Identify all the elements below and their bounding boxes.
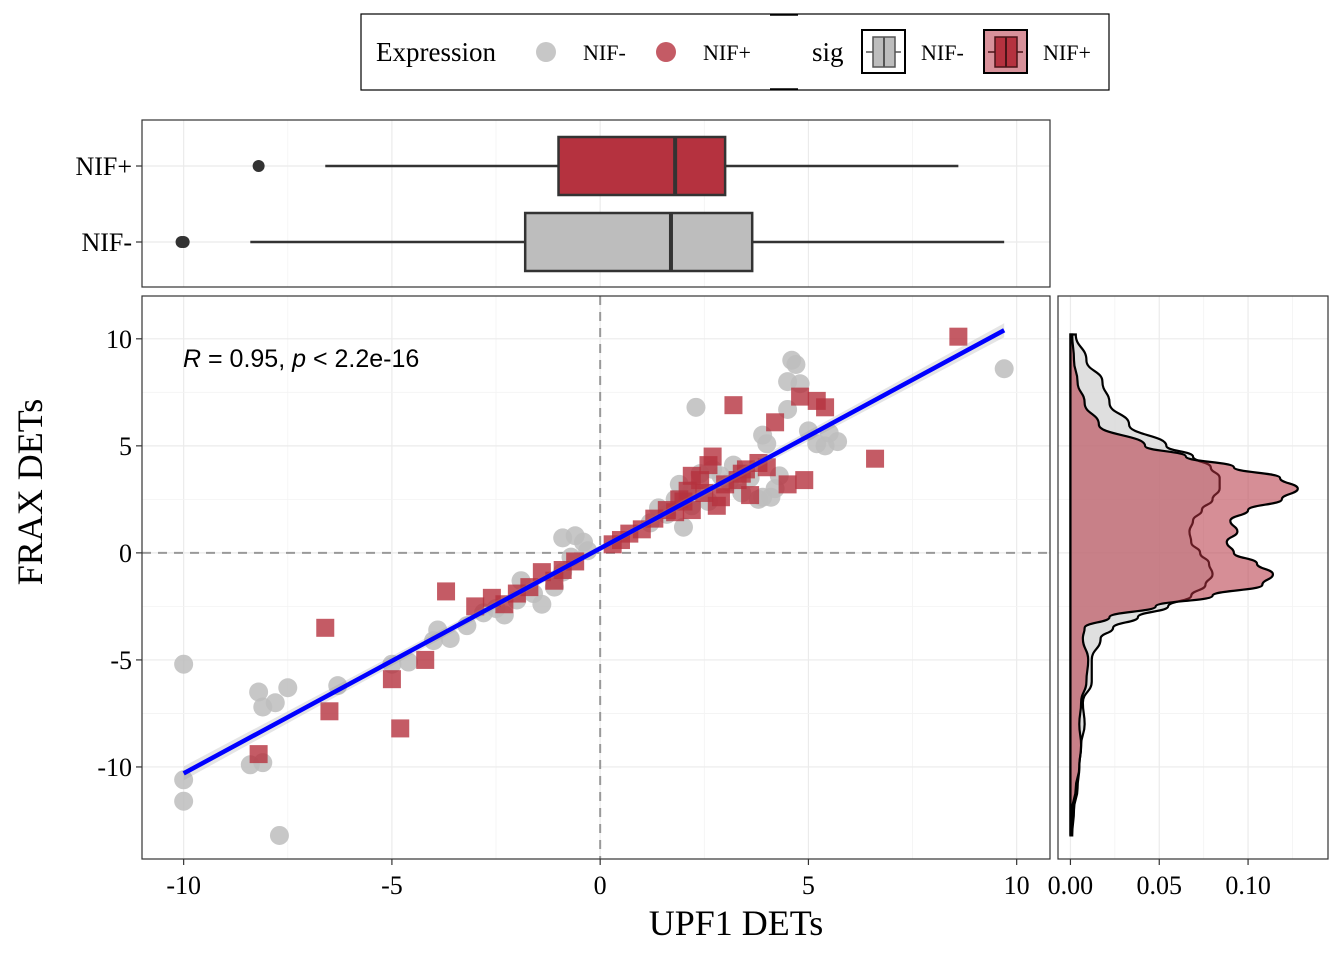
legend-label-sig-nif-minus: NIF- [921,40,964,65]
top-panel-border [141,119,1051,288]
x-tick-label: -10 [166,871,201,900]
right-density-panel: 0.00 0.05 0.10 [1048,295,1329,900]
annotation-p: p [291,345,306,373]
legend-key-sig-nif-minus [861,29,906,74]
density-x-tick-label: 0.00 [1048,871,1094,900]
point-nif-minus [174,654,194,674]
x-axis-title: UPF1 DETs [649,903,824,943]
annotation-p-value: < 2.2e-16 [306,345,419,373]
point-nif-plus [791,387,810,406]
point-nif-minus [532,594,552,614]
point-nif-minus [174,770,194,790]
point-nif-minus [278,678,298,698]
point-nif-minus [761,487,781,507]
point-nif-plus [724,396,743,415]
point-nif-plus [707,496,726,515]
outlier-nif-plus [252,160,265,172]
density-x-tick-label: 0.10 [1225,871,1271,900]
legend-key-expression-nif-plus [656,42,676,62]
legend-label-expression-nif-plus: NIF+ [703,40,751,65]
right-panel-border [1057,295,1329,860]
outlier-nif-minus [177,236,190,248]
box-nif-plus [557,135,727,197]
top-y-tick-label: NIF+ [75,152,132,181]
point-nif-plus [766,413,785,432]
legend-label-sig-nif-plus: NIF+ [1043,40,1091,65]
point-nif-minus [399,652,419,672]
point-nif-plus [249,745,268,764]
x-tick-label: -5 [381,871,403,900]
point-nif-minus [249,682,269,702]
legend-key-expression-nif-minus [536,42,556,62]
annotation-r-value: = 0.95, [201,345,292,373]
regression-line [182,328,1006,776]
point-nif-minus [673,517,693,537]
point-nif-plus [466,597,485,616]
point-nif-minus [269,825,289,845]
y-tick-label: 5 [119,432,132,461]
point-nif-plus [320,702,339,721]
point-nif-minus [828,432,848,452]
correlation-annotation: R = 0.95, p < 2.2e-16 [183,345,419,373]
point-nif-minus [757,434,777,454]
top-y-tick-label: NIF- [81,228,132,257]
point-nif-plus [866,449,885,468]
legend: Expression NIF- NIF+ sig NIF- NIF+ [360,13,1110,91]
point-nif-plus [795,471,814,490]
point-nif-plus [316,618,335,637]
point-nif-plus [682,501,701,520]
annotation-r: R [183,345,201,373]
point-nif-plus [699,456,718,475]
point-nif-minus [686,397,706,417]
legend-title-expression: Expression [376,37,496,67]
main-panel-border [141,295,1051,860]
point-nif-plus [382,670,401,689]
point-nif-plus [949,327,968,346]
point-nif-plus [778,475,797,494]
y-tick-label: -5 [110,646,132,675]
x-tick-label: 5 [802,871,815,900]
point-nif-plus [816,398,835,417]
y-axis-title: FRAX DETs [10,399,50,586]
x-tick-label: 10 [1004,871,1030,900]
point-nif-minus [786,355,806,375]
point-nif-plus [391,719,410,738]
legend-label-expression-nif-minus: NIF- [583,40,626,65]
point-nif-plus [741,486,760,505]
y-tick-label: -10 [97,753,132,782]
point-nif-minus [265,693,285,713]
box-nif-minus [523,211,754,273]
point-nif-minus [553,528,573,548]
main-scatter-panel: R = 0.95, p < 2.2e-16 -10 -5 0 5 10 10 5 0 -5 -10… [10,295,1051,943]
x-tick-label: 0 [594,871,607,900]
legend-title-sig: sig [812,37,844,67]
top-boxplot-panel: NIF+ NIF- [75,119,1051,288]
y-tick-label: 0 [119,539,132,568]
density-nif-plus [1069,333,1299,836]
legend-key-sig-nif-plus [983,29,1028,74]
point-nif-minus [994,359,1014,379]
point-nif-plus [437,582,456,601]
y-tick-label: 10 [106,325,132,354]
point-nif-plus [416,650,435,669]
point-nif-minus [174,791,194,811]
density-x-tick-label: 0.05 [1137,871,1183,900]
